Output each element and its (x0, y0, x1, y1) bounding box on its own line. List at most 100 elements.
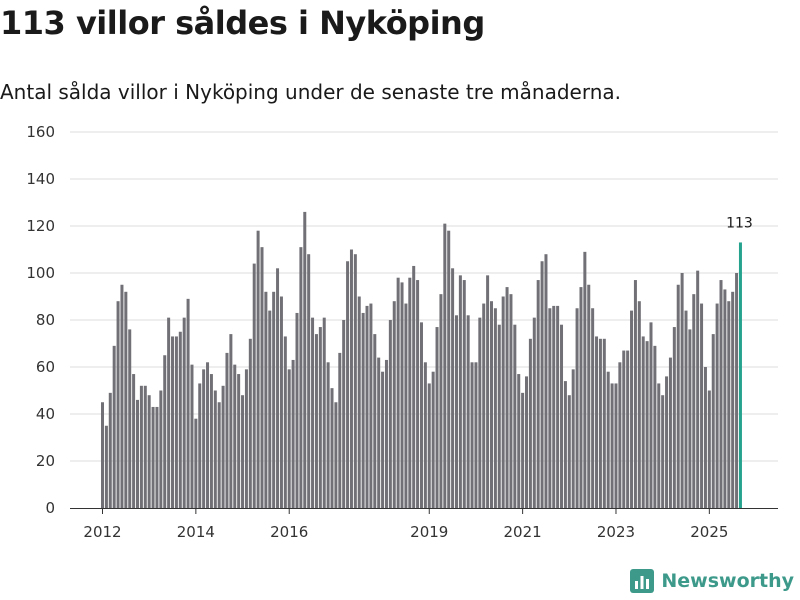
bar (540, 261, 544, 508)
bar (528, 338, 532, 508)
bar (412, 265, 416, 508)
bar (474, 362, 478, 508)
bar (462, 280, 466, 508)
bar (653, 345, 657, 508)
bar (727, 301, 731, 508)
bars (101, 211, 742, 508)
bar (649, 322, 653, 508)
bar (439, 294, 443, 508)
bar (731, 291, 735, 508)
bar (291, 359, 295, 508)
bar (575, 308, 579, 508)
x-tick-label: 2023 (597, 523, 635, 541)
bar (143, 385, 147, 508)
bar (357, 296, 361, 508)
bar (626, 350, 630, 508)
y-tick-label: 100 (26, 264, 55, 282)
bar (684, 310, 688, 508)
bar (451, 268, 455, 508)
page-subtitle: Antal sålda villor i Nyköping under de s… (0, 80, 622, 104)
bar (104, 425, 108, 508)
bar (641, 336, 645, 508)
bar (116, 301, 120, 508)
bar (101, 402, 104, 508)
bar (707, 390, 711, 508)
bar (112, 345, 116, 508)
bar (256, 230, 260, 508)
bar (120, 284, 124, 508)
bar (237, 374, 241, 508)
bar (279, 296, 283, 508)
bar (711, 334, 715, 508)
bar (513, 324, 517, 508)
bar (248, 338, 252, 508)
bar (560, 324, 564, 508)
bar (645, 341, 649, 508)
bar (633, 280, 637, 508)
bar (217, 402, 221, 508)
bar (268, 310, 272, 508)
y-axis-ticks: 0 20 40 60 80 100 120 140 160 (26, 123, 55, 517)
bar (567, 395, 571, 508)
bar (318, 327, 322, 508)
bar (602, 338, 606, 508)
bar (622, 350, 626, 508)
bar-latest (738, 242, 742, 508)
bar (408, 277, 412, 508)
bar (264, 291, 268, 508)
bar (610, 383, 614, 508)
bar (229, 334, 233, 508)
bar (591, 308, 595, 508)
bar (447, 230, 451, 508)
bar (373, 334, 377, 508)
x-tick-label: 2012 (83, 523, 121, 541)
bar (396, 277, 400, 508)
bar (700, 303, 704, 508)
bar (583, 251, 587, 508)
bar (388, 320, 392, 508)
bar (206, 362, 210, 508)
y-tick-label: 160 (26, 123, 55, 141)
bar (171, 336, 175, 508)
bar (252, 263, 256, 508)
bar (272, 291, 276, 508)
bar (668, 357, 672, 508)
x-tick-label: 2014 (177, 523, 215, 541)
bar (365, 305, 369, 508)
bar (672, 327, 676, 508)
bar (454, 315, 458, 508)
bar (478, 317, 482, 508)
bar (159, 390, 163, 508)
bar (458, 275, 462, 508)
bar (435, 327, 439, 508)
bar (400, 282, 404, 508)
bar (369, 303, 373, 508)
bar (618, 362, 622, 508)
bar (719, 280, 723, 508)
x-tick-label: 2016 (270, 523, 308, 541)
bar (688, 329, 692, 508)
x-tick-label: 2025 (690, 523, 728, 541)
bar (696, 270, 700, 508)
y-tick-label: 80 (36, 311, 55, 329)
bar (703, 367, 707, 508)
bar (680, 273, 684, 508)
bar (661, 395, 665, 508)
page-title: 113 villor såldes i Nyköping (0, 4, 485, 42)
bar (182, 317, 186, 508)
bar (151, 406, 155, 508)
bar (346, 261, 350, 508)
bar (723, 289, 727, 508)
y-tick-label: 60 (36, 358, 55, 376)
bar (598, 338, 602, 508)
bar (517, 374, 521, 508)
x-axis-ticks: 2012 2014 2016 2019 2021 2023 2025 (83, 508, 728, 541)
bar (470, 362, 474, 508)
bar (295, 312, 299, 508)
bar (108, 392, 112, 508)
bar (466, 315, 470, 508)
bar (595, 336, 599, 508)
y-tick-label: 120 (26, 217, 55, 235)
bar (606, 371, 610, 508)
